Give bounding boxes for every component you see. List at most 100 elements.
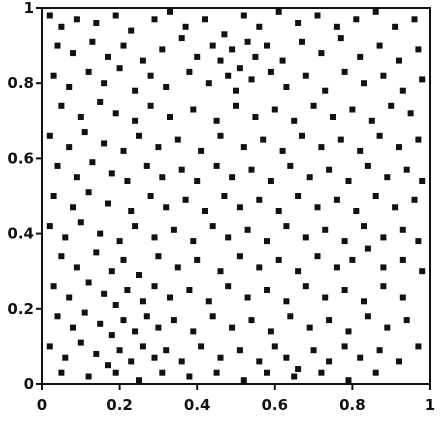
data-point [392,204,399,211]
data-point [283,298,290,305]
data-point [361,298,367,305]
data-point [419,76,426,83]
data-point [256,23,263,30]
data-point [217,268,224,275]
data-point [267,178,274,184]
data-point [357,53,364,60]
data-point [380,72,387,79]
data-point [66,294,73,301]
data-point [322,294,329,301]
data-point [66,144,73,151]
data-point [252,114,259,120]
data-point [376,132,383,139]
data-point [295,20,302,26]
data-point [318,144,325,151]
data-point [62,354,69,361]
data-point [330,114,336,120]
data-point [357,147,364,154]
data-point [155,253,162,260]
data-point [372,193,379,199]
data-point [186,287,193,293]
data-point [357,354,364,361]
data-point [341,68,348,75]
data-point [345,178,352,184]
data-point [73,264,80,271]
data-point [178,358,185,365]
data-point [345,328,352,335]
data-point [256,358,263,365]
data-point [58,253,65,260]
data-point [70,204,76,211]
data-point [93,350,100,357]
data-point [364,162,371,169]
data-point [163,204,170,211]
data-point [182,23,189,30]
data-point [295,366,302,372]
data-point [139,57,146,64]
data-point [116,347,123,354]
data-point [128,27,135,34]
data-point [396,358,402,365]
data-point [178,166,185,173]
data-point [151,354,158,361]
data-point [287,313,294,320]
data-point [167,114,173,120]
data-point [167,8,173,15]
data-point [120,147,127,154]
data-point [46,12,53,19]
data-point [271,343,278,350]
data-point [97,230,104,237]
data-point [306,324,313,331]
data-point [120,42,127,49]
data-point [283,354,290,361]
data-point [50,283,57,290]
data-point [318,50,325,57]
data-point [248,166,255,173]
data-point [170,317,177,324]
data-point [236,253,243,260]
data-point [396,144,402,151]
data-point [236,65,243,72]
data-point [314,253,321,260]
data-point [279,147,286,154]
data-point [163,347,170,354]
data-point [380,264,387,271]
data-point [229,46,236,53]
data-point [120,256,127,263]
data-point [77,219,84,226]
data-point [361,223,367,230]
data-point [380,283,387,290]
data-point [147,102,154,109]
data-point [225,234,232,241]
data-point [229,174,236,181]
data-point [66,84,73,90]
y-tick-label: 0.8 [7,74,34,92]
data-point [388,102,395,109]
data-point [415,46,422,53]
data-point [198,147,205,154]
y-tick-label: 0 [24,375,34,393]
data-point [221,193,228,199]
data-point [213,117,220,124]
data-point [244,226,251,233]
data-point [326,317,333,324]
data-point [139,298,146,305]
data-point [147,193,154,199]
data-point [81,309,88,316]
y-tick-label: 0.4 [7,225,34,243]
data-point [326,166,333,173]
y-tick-label: 1 [24,0,34,17]
data-point [120,317,127,324]
data-point [333,23,340,30]
data-point [136,377,142,384]
data-point [108,332,115,339]
data-point [62,234,69,241]
data-point [190,238,197,245]
data-point [415,343,422,350]
data-point [264,238,270,245]
data-point [229,324,236,331]
data-point [128,208,135,214]
data-point [194,178,201,184]
data-point [77,114,84,120]
